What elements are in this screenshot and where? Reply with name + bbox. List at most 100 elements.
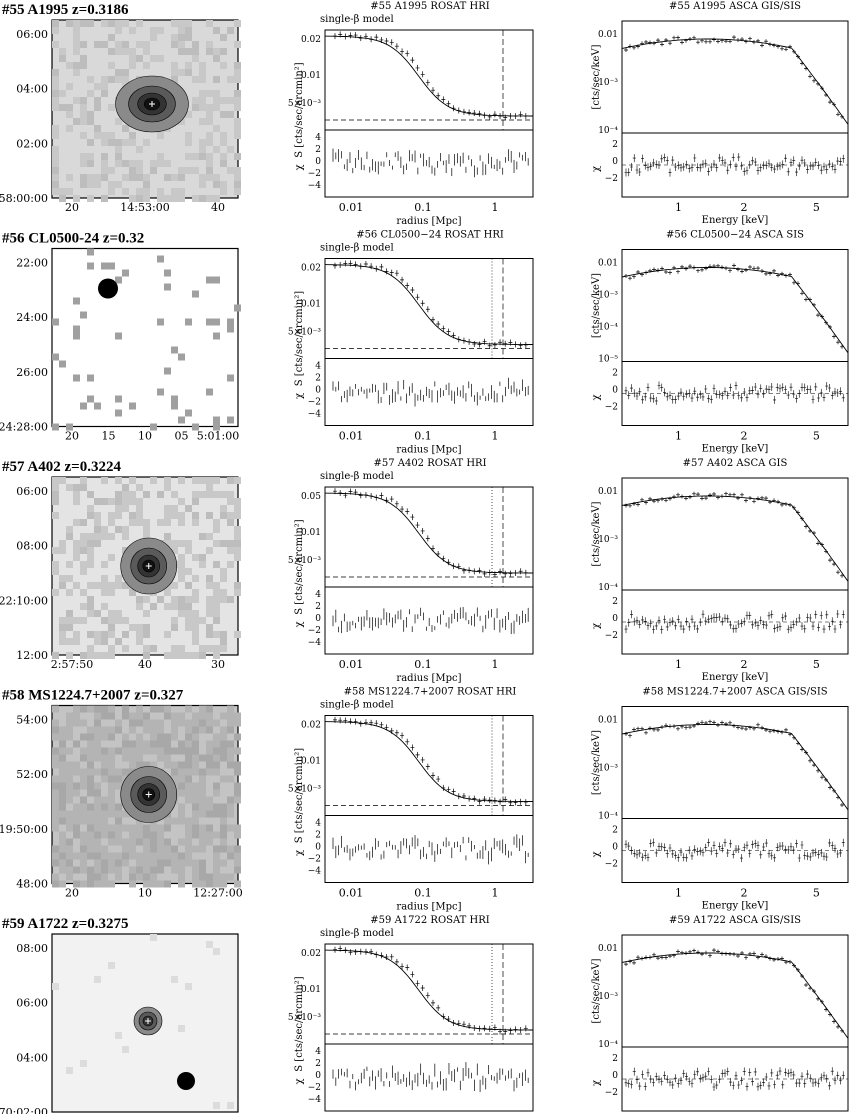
sb-chi-tick-label: −2 (308, 626, 321, 636)
image-pixel (234, 41, 241, 48)
image-pixel (234, 582, 241, 589)
spectrum-x-tick-label: 5 (813, 430, 820, 443)
image-pixel (199, 859, 206, 867)
spectrum-x-tick-label: 2 (741, 887, 748, 900)
image-pixel (143, 866, 150, 874)
image-pixel (129, 831, 136, 839)
spectrum-data-point (648, 268, 652, 273)
spectrum-residual-bar (806, 385, 809, 394)
image-pixel (178, 353, 185, 361)
spectrum-residual-bar (687, 164, 691, 173)
image-pixel (66, 810, 73, 818)
image-pixel (234, 712, 241, 720)
image-x-tick-label: 10 (138, 887, 152, 900)
spectrum-residual-bar (646, 383, 650, 392)
image-pixel (164, 484, 171, 491)
spectrum-residual-bar (674, 621, 677, 630)
image-pixel (213, 195, 220, 202)
image-pixel (59, 188, 66, 195)
image-pixel (80, 705, 87, 713)
spectrum-data-point (644, 40, 648, 44)
image-pixel (178, 817, 185, 825)
spectrum-data-point (828, 325, 832, 329)
image-pixel (87, 880, 94, 888)
spectrum-data-point (720, 494, 724, 499)
spectrum-data-point (836, 112, 840, 117)
image-pixel (178, 652, 185, 659)
spectrum-data-point (808, 74, 812, 79)
sb-x-tick-label: 0.1 (414, 201, 432, 214)
image-pixel (52, 747, 59, 755)
image-pixel (171, 491, 178, 498)
image-pixel (52, 188, 59, 195)
image-pixel (143, 491, 150, 498)
spectrum-residual-bar (806, 165, 809, 174)
spectrum-data-points (624, 948, 844, 1033)
spectrum-residual-bar (707, 838, 710, 847)
image-pixel (108, 498, 115, 505)
image-pixel (220, 589, 227, 596)
spectrum-data-point (696, 492, 700, 497)
image-pixel (192, 41, 199, 48)
sb-residuals (332, 377, 529, 407)
spectrum-residual-bar (723, 1069, 727, 1078)
image-pixel (150, 740, 157, 748)
spectrum-residual-bar (676, 853, 680, 862)
spectrum-residual-bar (756, 621, 760, 630)
sb-data-point (456, 336, 461, 343)
sb-data-point (472, 110, 477, 117)
image-pixel (87, 775, 94, 783)
spectrum-data-point (716, 723, 720, 728)
spectrum-residual-bar (811, 848, 815, 857)
image-pixel (73, 34, 80, 41)
image-pixel (199, 803, 206, 811)
image-pixel (178, 568, 185, 575)
spectrum-data-point (816, 768, 820, 773)
image-pixel (129, 589, 136, 596)
spectrum-residual-bar (627, 1079, 631, 1088)
spectrum-data-point (808, 758, 812, 763)
image-pixel (220, 596, 227, 603)
image-pixel (178, 1025, 185, 1032)
spectrum-data-point (820, 314, 824, 319)
image-pixel (94, 747, 101, 755)
spectrum-data-points (624, 491, 844, 578)
image-pixel (80, 160, 87, 167)
image-pixel (206, 477, 213, 484)
sb-data-point (374, 720, 379, 727)
sb-data-point (446, 1016, 451, 1023)
image-pixel (199, 104, 206, 111)
spectrum-residual-bar (641, 154, 644, 163)
image-pixel (178, 810, 185, 818)
image-pixel (122, 733, 129, 741)
image-pixel (185, 617, 192, 624)
image-pixel (87, 90, 94, 97)
sb-data-point (348, 260, 353, 267)
spectrum-residual-bar (839, 157, 842, 166)
sb-data-point (363, 33, 368, 40)
image-pixel (136, 195, 143, 202)
sb-y-tick-label: 0.01 (301, 300, 321, 310)
image-pixel (220, 512, 227, 519)
image-pixel (143, 747, 150, 755)
sb-chi-label: χ (294, 850, 305, 856)
spectrum-residual-bar (825, 853, 829, 861)
image-y-tick-label: -22:10:00 (0, 594, 48, 607)
image-pixel (164, 533, 171, 540)
image-pixel (94, 638, 101, 645)
spectrum-data-point (764, 271, 768, 276)
image-pixel (178, 34, 185, 41)
image-pixel (199, 652, 206, 659)
spectrum-data-point (704, 496, 708, 501)
spectrum-residual-bar (789, 383, 793, 392)
image-x-tick-label: 12:27:00 (193, 887, 242, 900)
spectrum-residual-bar (836, 389, 840, 397)
image-pixel (192, 589, 199, 596)
spectrum-data-point (748, 725, 752, 730)
image-pixel (80, 1060, 87, 1067)
spectrum-residual-bar (663, 153, 666, 162)
image-pixel (192, 55, 199, 62)
spectrum-data-point (788, 503, 792, 507)
image-pixel (150, 880, 157, 888)
spectrum-data-point (636, 270, 640, 274)
